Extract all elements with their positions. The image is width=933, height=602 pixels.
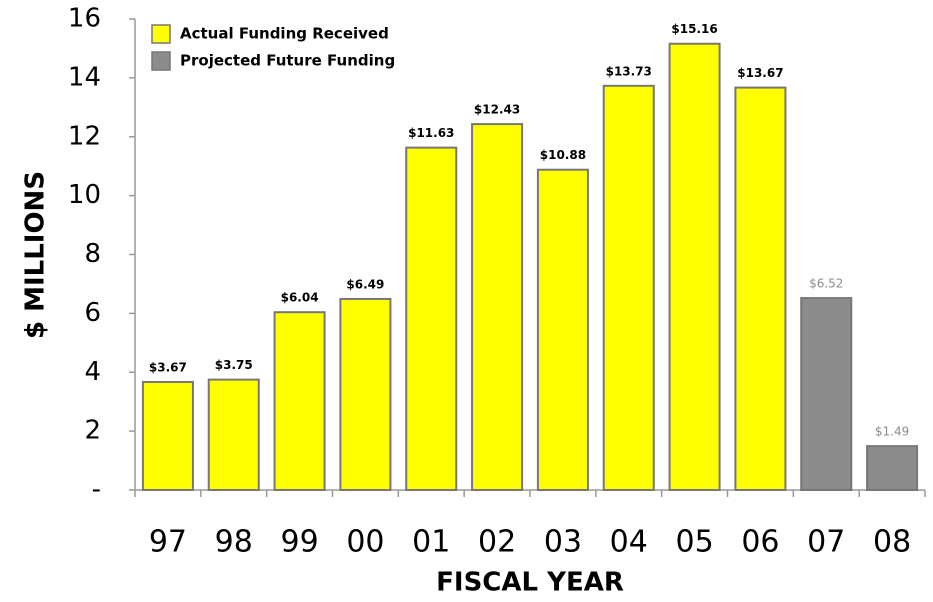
- x-tick-label: 98: [215, 525, 253, 560]
- bar: [405, 146, 458, 491]
- bar: [207, 378, 260, 491]
- x-tick-label: 03: [544, 525, 582, 560]
- y-tick-label: 10: [68, 180, 101, 210]
- y-axis-title: $ MILLIONS: [21, 171, 51, 339]
- value-label: $13.67: [737, 66, 783, 80]
- value-label: $10.88: [540, 148, 586, 162]
- bar: [536, 168, 589, 491]
- bar: [471, 123, 524, 491]
- bar: [866, 445, 919, 491]
- y-tick-label: 8: [84, 239, 101, 269]
- x-tick-label: 06: [741, 525, 779, 560]
- value-label: $12.43: [474, 103, 520, 117]
- value-label: $3.67: [149, 360, 187, 374]
- legend-swatch: [151, 24, 171, 44]
- x-tick-label: 01: [412, 525, 450, 560]
- bar: [734, 86, 787, 491]
- bar: [339, 297, 392, 491]
- value-label: $1.49: [875, 425, 909, 439]
- x-tick-label: 97: [149, 525, 187, 560]
- y-tick-label: 6: [84, 298, 101, 328]
- y-tick-label: 12: [68, 121, 101, 151]
- legend-swatch: [151, 51, 171, 71]
- value-label: $6.52: [809, 277, 843, 291]
- y-tick-label: 2: [84, 416, 101, 446]
- y-tick-label: 16: [68, 4, 101, 34]
- bar: [800, 297, 853, 491]
- legend-label: Projected Future Funding: [180, 52, 395, 70]
- x-axis-title: FISCAL YEAR: [436, 568, 624, 598]
- value-label: $6.04: [281, 291, 319, 305]
- bar: [668, 42, 721, 491]
- x-tick-label: 05: [675, 525, 713, 560]
- x-tick-label: 99: [280, 525, 318, 560]
- y-tick-label: 14: [68, 62, 101, 92]
- x-tick-label: 08: [873, 525, 911, 560]
- x-tick-label: 02: [478, 525, 516, 560]
- value-label: $11.63: [408, 126, 454, 140]
- value-label: $13.73: [606, 64, 652, 78]
- bar: [273, 311, 326, 492]
- value-label: $15.16: [671, 22, 717, 36]
- bar: [602, 84, 655, 492]
- x-tick-label: 07: [807, 525, 845, 560]
- y-tick-label: 4: [84, 357, 101, 387]
- value-label: $6.49: [346, 277, 384, 291]
- value-label: $3.75: [215, 358, 253, 372]
- bar: [141, 380, 194, 492]
- x-tick-label: 04: [610, 525, 648, 560]
- y-tick-label: -: [92, 475, 101, 505]
- x-tick-label: 00: [346, 525, 384, 560]
- legend-label: Actual Funding Received: [180, 25, 389, 43]
